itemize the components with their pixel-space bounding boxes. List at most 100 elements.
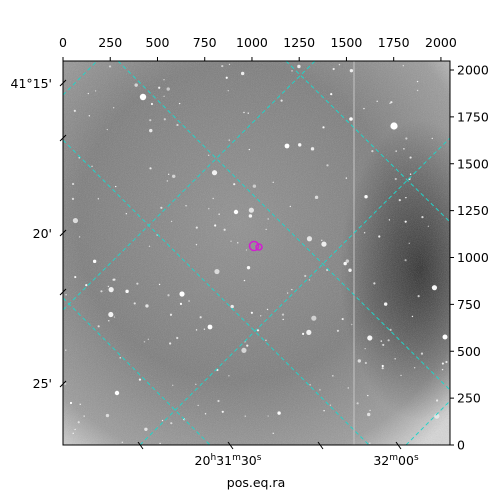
star: [306, 236, 313, 242]
star: [394, 177, 397, 181]
bright-star: [349, 117, 353, 121]
star: [413, 367, 416, 369]
star: [367, 412, 371, 417]
star: [267, 415, 269, 417]
star: [427, 225, 430, 228]
right-tick-label: 2000: [457, 63, 489, 78]
star: [369, 442, 371, 444]
star: [349, 68, 354, 73]
star: [329, 404, 332, 406]
star: [218, 213, 220, 215]
star: [420, 352, 424, 355]
star: [85, 284, 88, 287]
star: [373, 282, 376, 285]
star: [72, 217, 79, 224]
star: [408, 242, 410, 244]
star: [272, 432, 274, 435]
target-marker: [248, 240, 263, 252]
dec-tick-label: 41°15': [11, 76, 53, 91]
star: [225, 76, 228, 79]
star: [390, 101, 393, 104]
star: [405, 137, 408, 140]
star: [221, 410, 224, 413]
star: [163, 95, 165, 97]
star: [77, 421, 80, 424]
star: [223, 228, 226, 231]
top-tick-label: 250: [98, 35, 122, 50]
star: [314, 195, 319, 200]
star: [170, 220, 173, 223]
star: [144, 427, 148, 431]
star: [207, 154, 210, 157]
star: [214, 268, 220, 275]
right-tick-label: 0: [457, 438, 465, 453]
star: [389, 328, 392, 331]
star: [176, 336, 179, 340]
star: [381, 367, 384, 370]
star: [319, 389, 321, 391]
star: [400, 374, 402, 377]
star: [112, 107, 115, 109]
star: [195, 329, 198, 331]
star: [306, 329, 312, 336]
star: [108, 287, 114, 293]
star: [91, 165, 93, 168]
right-tick-label: 1000: [457, 250, 489, 265]
x-axis-label: pos.eq.ra: [227, 475, 285, 490]
star: [298, 143, 302, 147]
star: [74, 275, 77, 279]
star: [113, 278, 116, 281]
grid-line-dec: [139, 137, 450, 445]
star: [267, 218, 269, 220]
grid-line-dec: [63, 61, 316, 311]
star: [356, 402, 359, 405]
star: [248, 148, 251, 151]
star: [321, 241, 327, 247]
wcs-grid: [63, 61, 450, 445]
star: [247, 112, 249, 114]
star: [240, 71, 245, 76]
bright-star: [139, 93, 147, 101]
star: [416, 89, 419, 92]
star: [167, 294, 170, 297]
star: [326, 164, 329, 167]
star: [389, 102, 391, 104]
star: [445, 360, 448, 364]
star: [404, 259, 407, 262]
bright-star: [284, 143, 290, 149]
star: [323, 410, 325, 412]
star: [212, 197, 214, 200]
star: [297, 64, 301, 69]
star: [97, 198, 100, 200]
star: [105, 413, 110, 418]
star: [65, 349, 67, 351]
star: [149, 128, 153, 133]
star: [341, 317, 344, 321]
right-tick-label: 250: [457, 391, 481, 406]
star: [178, 102, 181, 105]
star: [345, 259, 350, 263]
star: [208, 208, 210, 210]
star: [203, 328, 206, 330]
star: [125, 213, 128, 215]
star: [172, 174, 176, 178]
star: [97, 325, 100, 328]
star: [347, 387, 349, 389]
star: [169, 313, 173, 316]
star: [441, 362, 444, 365]
star: [382, 343, 385, 347]
top-tick-label: 500: [146, 35, 170, 50]
star: [149, 167, 152, 170]
star: [65, 294, 67, 296]
dec-axis: [59, 79, 67, 388]
star: [266, 308, 269, 311]
star: [166, 87, 170, 91]
star: [147, 338, 150, 341]
star: [404, 220, 407, 223]
star: [380, 340, 382, 342]
top-tick-label: 1250: [283, 35, 315, 50]
bright-star: [442, 334, 448, 340]
star: [134, 83, 138, 87]
sky-image: [63, 61, 450, 445]
